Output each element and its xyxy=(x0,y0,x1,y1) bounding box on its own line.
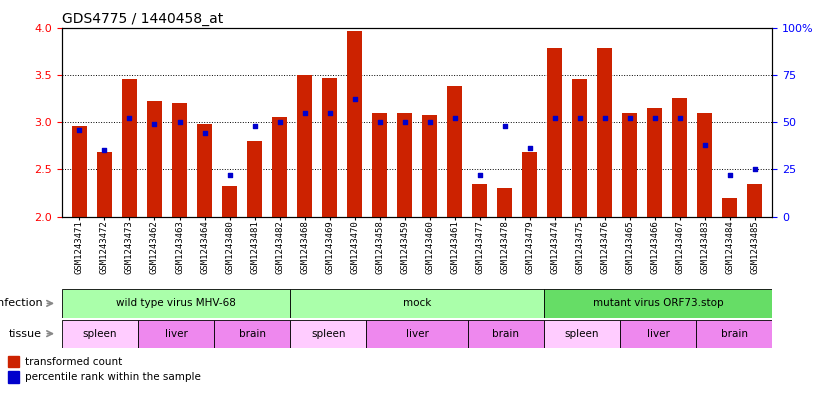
Text: mock: mock xyxy=(403,298,431,309)
Bar xyxy=(397,112,412,217)
Point xyxy=(523,145,536,152)
Text: transformed count: transformed count xyxy=(25,356,122,367)
Bar xyxy=(138,320,214,348)
Text: brain: brain xyxy=(721,329,748,339)
Point xyxy=(248,123,261,129)
Bar xyxy=(297,75,312,217)
Bar xyxy=(672,98,687,217)
Bar xyxy=(748,184,762,217)
Bar xyxy=(290,289,544,318)
Text: tissue: tissue xyxy=(9,329,42,339)
Point xyxy=(398,119,411,125)
Text: brain: brain xyxy=(492,329,520,339)
Point xyxy=(198,130,211,136)
Text: mutant virus ORF73.stop: mutant virus ORF73.stop xyxy=(593,298,724,309)
Point xyxy=(673,115,686,121)
Bar xyxy=(620,320,696,348)
Bar xyxy=(347,31,362,217)
Bar xyxy=(622,112,637,217)
Point xyxy=(298,109,311,116)
Point xyxy=(273,119,286,125)
Bar xyxy=(696,320,772,348)
Point xyxy=(73,127,86,133)
Point xyxy=(97,147,111,154)
Point xyxy=(348,96,361,103)
Bar xyxy=(72,126,87,217)
Text: spleen: spleen xyxy=(311,329,345,339)
Point xyxy=(423,119,436,125)
Bar xyxy=(322,77,337,217)
Bar xyxy=(272,117,287,217)
Bar xyxy=(447,86,463,217)
Bar xyxy=(62,289,290,318)
Bar xyxy=(214,320,290,348)
Text: wild type virus MHV-68: wild type virus MHV-68 xyxy=(116,298,236,309)
Bar xyxy=(122,79,137,217)
Bar xyxy=(8,371,19,383)
Bar xyxy=(422,116,437,217)
Bar xyxy=(172,103,187,217)
Bar xyxy=(547,48,563,217)
Bar xyxy=(468,320,544,348)
Point xyxy=(323,109,336,116)
Bar xyxy=(197,124,212,217)
Bar xyxy=(62,320,138,348)
Point xyxy=(373,119,387,125)
Point xyxy=(498,123,511,129)
Point xyxy=(623,115,636,121)
Point xyxy=(648,115,662,121)
Point xyxy=(748,166,762,173)
Bar xyxy=(97,152,112,217)
Point xyxy=(548,115,562,121)
Text: percentile rank within the sample: percentile rank within the sample xyxy=(25,372,201,382)
Point xyxy=(148,121,161,127)
Bar xyxy=(372,112,387,217)
Text: spleen: spleen xyxy=(565,329,600,339)
Point xyxy=(173,119,186,125)
Point xyxy=(573,115,586,121)
Bar xyxy=(147,101,162,217)
Bar xyxy=(544,320,620,348)
Point xyxy=(123,115,136,121)
Text: GDS4775 / 1440458_at: GDS4775 / 1440458_at xyxy=(62,13,223,26)
Bar xyxy=(522,152,537,217)
Text: spleen: spleen xyxy=(83,329,117,339)
Bar xyxy=(722,198,738,217)
Bar xyxy=(572,79,587,217)
Text: infection: infection xyxy=(0,298,42,309)
Point xyxy=(223,172,236,178)
Bar xyxy=(597,48,612,217)
Bar xyxy=(472,184,487,217)
Text: liver: liver xyxy=(164,329,188,339)
Point xyxy=(473,172,487,178)
Point xyxy=(448,115,461,121)
Bar xyxy=(247,141,262,217)
Bar xyxy=(648,108,662,217)
Point xyxy=(724,172,737,178)
Text: liver: liver xyxy=(647,329,670,339)
Text: liver: liver xyxy=(406,329,429,339)
Bar xyxy=(497,188,512,217)
Bar xyxy=(290,320,367,348)
Point xyxy=(698,141,711,148)
Bar xyxy=(367,320,468,348)
Bar xyxy=(8,356,19,367)
Text: brain: brain xyxy=(239,329,266,339)
Bar xyxy=(544,289,772,318)
Point xyxy=(598,115,611,121)
Bar xyxy=(222,186,237,217)
Bar xyxy=(697,112,712,217)
